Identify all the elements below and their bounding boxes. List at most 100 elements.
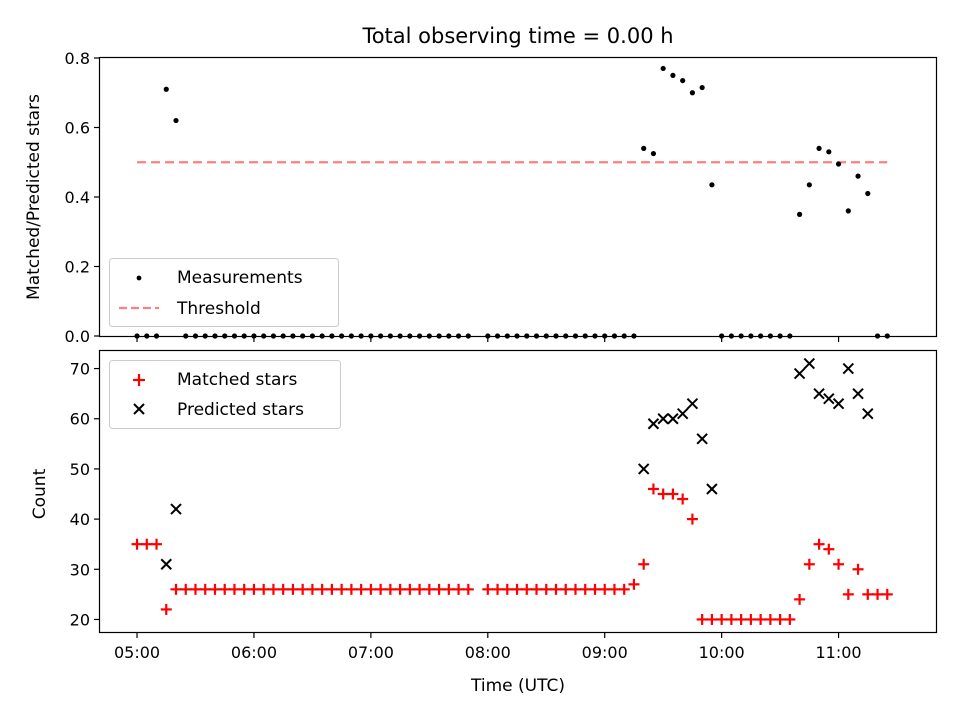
matched-star-point (316, 583, 328, 595)
bottom-ylabel: Count (30, 468, 50, 519)
matched-star-point (735, 613, 747, 625)
predicted-star-point (823, 392, 835, 405)
matched-star-point (258, 583, 270, 595)
measurement-point (835, 161, 842, 167)
top-ytick-label: 0.6 (65, 119, 90, 138)
measurement-point (660, 65, 666, 72)
matched-star-point (414, 583, 426, 595)
measurement-point (641, 145, 647, 151)
matched-star-point (511, 583, 523, 595)
bottom-ytick-label: 70 (70, 360, 90, 379)
predicted-star-point (706, 483, 718, 495)
bottom-xtick-label: 09:00 (582, 643, 628, 662)
matched-star-point (453, 583, 465, 595)
matched-star-point (267, 583, 279, 595)
measurement-point (699, 84, 705, 91)
top-ytick-label: 0.8 (65, 49, 90, 68)
measurement-point (845, 208, 851, 214)
matched-star-point (716, 613, 728, 625)
matched-star-point (462, 583, 474, 595)
matched-star-point (813, 538, 825, 550)
matched-star-point (199, 583, 211, 595)
matched-star-point (569, 583, 581, 595)
matched-star-point (219, 583, 231, 595)
matched-star-point (433, 583, 445, 595)
top-yticks: 0.0 0.2 0.4 0.6 0.8 (65, 49, 100, 346)
matched-star-point (238, 583, 250, 595)
matched-star-point (667, 488, 679, 500)
matched-star-point (287, 583, 299, 595)
matched-star-point (365, 583, 377, 595)
matched-star-point (248, 583, 260, 595)
matched-star-point (326, 583, 338, 595)
matched-star-point (608, 583, 620, 595)
matched-star-point (306, 583, 318, 595)
matched-star-point (277, 583, 289, 595)
measurement-point (806, 182, 812, 188)
matched-star-point (141, 538, 153, 550)
predicted-star-point (842, 362, 855, 375)
predicted-star-point (160, 558, 172, 570)
top-ylabel: Matched/Predicted stars (24, 94, 44, 300)
legend-measurements-label: Measurements (177, 268, 303, 288)
matched-star-point (589, 583, 601, 595)
legend-threshold-label: Threshold (176, 299, 261, 319)
matched-star-point (151, 538, 163, 550)
legend-predicted-marker (133, 403, 145, 415)
matched-star-point (443, 583, 455, 595)
matched-star-point (189, 583, 201, 595)
legend-measurements-marker (136, 275, 142, 281)
top-panel: Matched/Predicted stars 0.00.20.40.60.8 … (24, 49, 938, 346)
bottom-xtick-label: 08:00 (465, 643, 511, 662)
matched-star-point (823, 543, 835, 555)
bottom-axes-frame (98, 349, 938, 634)
predicted-star-point (803, 357, 816, 370)
matched-star-point (170, 583, 182, 595)
bottom-ytick-label: 40 (70, 510, 90, 529)
predicted-star-point (696, 433, 708, 445)
matched-star-point (755, 613, 767, 625)
matched-star-point (842, 588, 854, 600)
figure-title: Total observing time = 0.00 h (361, 24, 673, 48)
matched-star-point (492, 583, 504, 595)
bottom-ytick-label: 30 (70, 560, 90, 579)
matched-star-point (355, 583, 367, 595)
measurement-point (796, 211, 803, 217)
predicted-star-point (667, 413, 679, 425)
matched-star-point (394, 583, 406, 595)
measurement-point (163, 86, 169, 92)
top-ytick-label: 0.2 (65, 258, 90, 277)
bottom-legend: Matched stars Predicted stars (109, 360, 341, 429)
predicted-star-point (852, 387, 864, 400)
matched-star-point (180, 583, 192, 595)
matched-star-point (833, 558, 845, 570)
predicted-star-point (657, 413, 669, 425)
matched-star-point (725, 613, 737, 625)
matched-star-point (228, 583, 240, 595)
matched-star-point (872, 588, 884, 600)
matched-star-point (881, 588, 893, 600)
bottom-ytick-label: 20 (70, 610, 90, 629)
legend-matched-label: Matched stars (177, 370, 297, 390)
bottom-xtick-label: 06:00 (231, 643, 277, 662)
matched-star-point (628, 578, 640, 590)
measurement-point (680, 77, 686, 84)
top-ytick-label: 0.4 (65, 188, 90, 207)
matched-star-point (482, 583, 494, 595)
measurement-point (709, 182, 715, 188)
matched-star-point (686, 513, 698, 525)
matched-star-point (550, 583, 562, 595)
top-legend: Measurements Threshold (109, 258, 339, 327)
matched-star-point (647, 483, 659, 495)
bottom-xlabel: Time (UTC) (470, 676, 565, 696)
matched-star-point (423, 583, 435, 595)
matched-star-point (852, 563, 864, 575)
matched-star-point (745, 613, 757, 625)
matched-star-point (560, 583, 572, 595)
matched-star-point (638, 558, 650, 570)
predicted-star-point (832, 397, 845, 410)
predicted-star-point (862, 408, 874, 420)
predicted-star-point (813, 387, 825, 400)
matched-star-point (579, 583, 591, 595)
matched-star-point (784, 613, 796, 625)
